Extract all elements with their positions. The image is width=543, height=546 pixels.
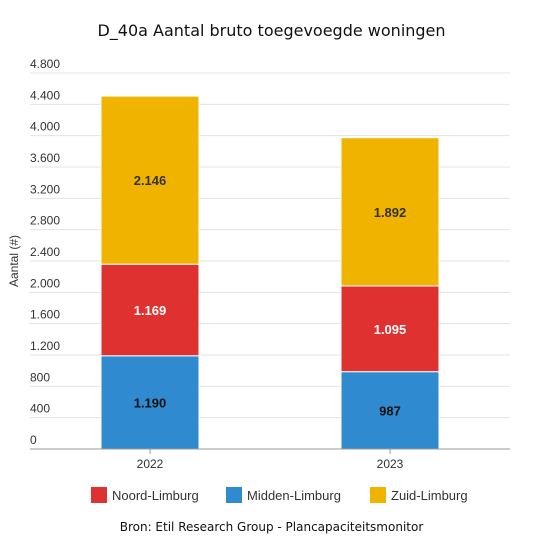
bar-segment bbox=[100, 95, 200, 265]
chart-title: D_40a Aantal bruto toegevoegde woningen bbox=[97, 21, 446, 40]
y-tick-label: 3.200 bbox=[30, 182, 60, 196]
bar-segment bbox=[340, 285, 440, 373]
y-tick-label: 400 bbox=[30, 402, 50, 416]
data-label: 1.095 bbox=[374, 322, 407, 337]
y-axis-label: Aantal (#) bbox=[7, 235, 21, 287]
y-tick-label: 1.200 bbox=[30, 339, 60, 353]
legend-swatch bbox=[91, 487, 107, 503]
data-label: 2.146 bbox=[134, 173, 167, 188]
legend-label: Noord-Limburg bbox=[112, 488, 199, 503]
y-tick-label: 4.000 bbox=[30, 120, 60, 134]
chart-source: Bron: Etil Research Group - Plancapacite… bbox=[119, 520, 424, 534]
y-tick-label: 0 bbox=[30, 433, 37, 447]
y-tick-label: 2.400 bbox=[30, 245, 60, 259]
legend-swatch bbox=[370, 487, 386, 503]
bar-segment bbox=[340, 137, 440, 287]
y-tick-label: 2.000 bbox=[30, 276, 60, 290]
legend-label: Zuid-Limburg bbox=[391, 488, 468, 503]
data-label: 1.892 bbox=[374, 205, 407, 220]
legend-swatch bbox=[226, 487, 242, 503]
data-label: 1.190 bbox=[134, 395, 167, 410]
y-tick-label: 4.400 bbox=[30, 88, 60, 102]
y-tick-label: 4.800 bbox=[30, 57, 60, 71]
legend-label: Midden-Limburg bbox=[247, 488, 341, 503]
x-tick-label: 2022 bbox=[137, 457, 164, 471]
data-label: 1.169 bbox=[134, 303, 167, 318]
data-label: 987 bbox=[379, 403, 401, 418]
y-tick-label: 3.600 bbox=[30, 151, 60, 165]
y-tick-label: 800 bbox=[30, 370, 50, 384]
bar-segment bbox=[340, 371, 440, 450]
x-tick-label: 2023 bbox=[377, 457, 404, 471]
y-tick-label: 2.800 bbox=[30, 214, 60, 228]
y-tick-label: 1.600 bbox=[30, 308, 60, 322]
